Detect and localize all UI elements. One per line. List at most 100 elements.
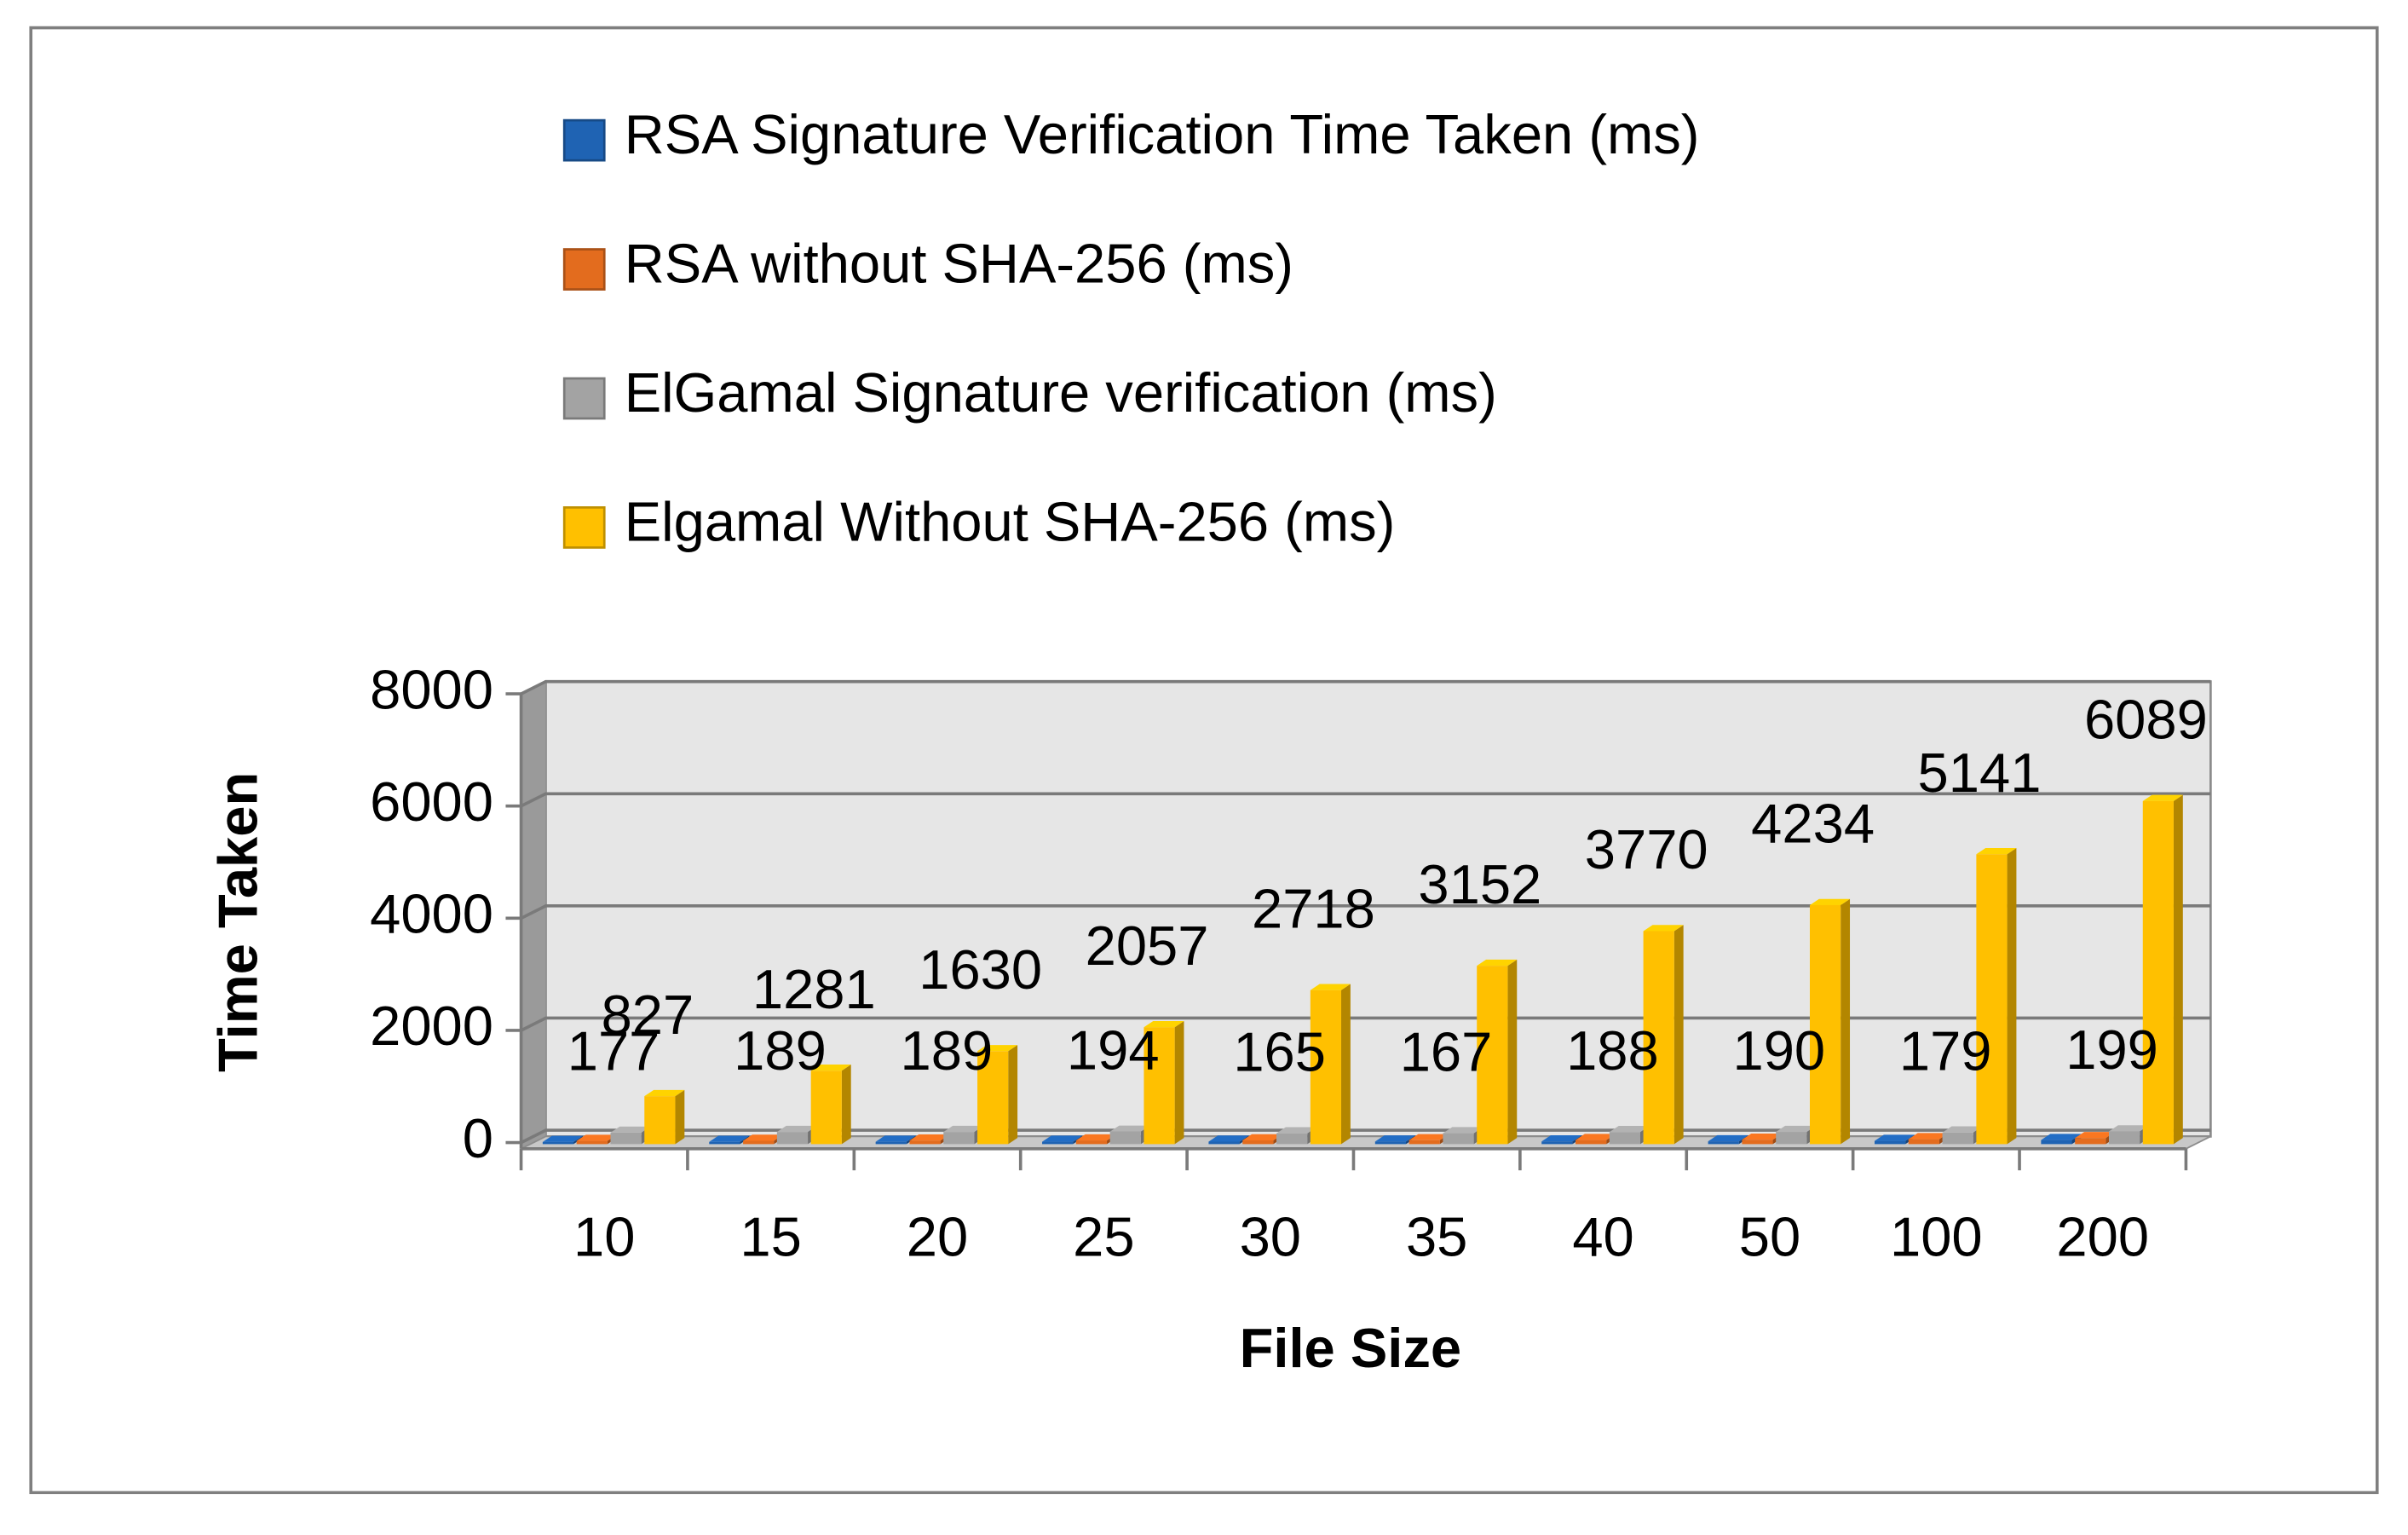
bar-front (1042, 1141, 1074, 1145)
y-tick-label: 4000 (370, 883, 493, 945)
bar-front (1075, 1140, 1108, 1145)
bar (1643, 925, 1684, 1145)
bar-side (1008, 1045, 1018, 1145)
value-label: 6089 (2084, 689, 2208, 751)
bar-top (709, 1135, 750, 1142)
bar-top (1643, 925, 1684, 932)
bar (2142, 794, 2183, 1145)
value-label: 189 (901, 1019, 994, 1082)
bar-front (1976, 854, 2008, 1145)
bar-front (1609, 1132, 1640, 1145)
value-label: 2057 (1086, 915, 1209, 977)
grid-line (520, 904, 2211, 920)
value-label: 188 (1566, 1019, 1659, 1082)
bar-top (1242, 1134, 1283, 1140)
bar (1809, 898, 1851, 1145)
bar-top (2142, 794, 2183, 801)
bar-top (1942, 1126, 1983, 1133)
bar-front (1310, 990, 1342, 1145)
bar-front (576, 1140, 608, 1145)
bar-front (1942, 1132, 1973, 1145)
value-label: 827 (602, 984, 694, 1046)
x-tick-label: 35 (1406, 1206, 1467, 1268)
y-tick-label: 8000 (370, 658, 493, 720)
bar-side (2007, 848, 2017, 1145)
x-tick-label: 20 (907, 1206, 968, 1268)
bar-top (977, 1045, 1018, 1052)
plot-area: 0 2000 4000 6000 8000 10 15 20 25 30 35 40 50 100 200 1… (370, 658, 2212, 1268)
bar-top (1477, 959, 1518, 967)
bar-front (1541, 1141, 1573, 1145)
bar-top (875, 1135, 916, 1142)
bar-top (1541, 1135, 1582, 1142)
bar-side (1674, 925, 1684, 1145)
legend-swatch (562, 248, 606, 291)
value-label: 179 (1899, 1020, 1992, 1082)
legend-text: Elgamal Without SHA-256 (ms) (625, 490, 1396, 552)
bar-top (1310, 984, 1351, 990)
bar-top (610, 1126, 651, 1133)
bar (810, 1065, 851, 1145)
bar (610, 1126, 651, 1145)
bar-top (2108, 1125, 2150, 1132)
bar-front (743, 1140, 775, 1145)
bar-top (1776, 1125, 1817, 1133)
value-label: 177 (567, 1020, 660, 1082)
grid-line (520, 679, 2211, 695)
bar-front (610, 1132, 642, 1145)
x-tick-label: 50 (1739, 1206, 1800, 1268)
bar-top (943, 1125, 984, 1133)
value-label: 165 (1233, 1020, 1326, 1082)
value-label: 167 (1400, 1020, 1493, 1082)
y-tick-label: 0 (463, 1107, 493, 1169)
bar-top (776, 1125, 817, 1133)
x-tick-label: 100 (1890, 1206, 1983, 1268)
value-label: 5141 (1918, 742, 2042, 804)
y-axis-title: Time Taken (206, 772, 268, 1072)
bar-top (1276, 1127, 1317, 1134)
legend-swatch (562, 118, 606, 162)
bar-front (2142, 800, 2174, 1145)
bar-front (1776, 1132, 1807, 1145)
bar (977, 1045, 1018, 1145)
bar-front (875, 1141, 907, 1145)
bar (1609, 1125, 1650, 1145)
bar-top (909, 1134, 950, 1141)
bar-side (2173, 794, 2183, 1145)
bar-front (2075, 1138, 2106, 1145)
bar-front (943, 1132, 975, 1145)
bar-front (909, 1140, 941, 1145)
value-label: 2718 (1252, 877, 1375, 939)
bar-front (977, 1051, 1009, 1145)
bar-front (1276, 1133, 1308, 1145)
bar-front (1643, 931, 1674, 1145)
value-label: 199 (2065, 1019, 2158, 1081)
bar-top (2041, 1134, 2082, 1140)
bar-side (1507, 959, 1518, 1145)
value-label: 1281 (752, 958, 876, 1020)
bar (1310, 984, 1351, 1145)
bar-top (2075, 1132, 2116, 1139)
bar-front (1742, 1140, 1773, 1145)
bar-top (1208, 1135, 1249, 1142)
bar-top (1042, 1135, 1083, 1142)
bar-front (1908, 1139, 1939, 1145)
bar-front (1374, 1141, 1406, 1145)
legend-text: RSA Signature Verification Time Taken (m… (625, 103, 1700, 165)
bar-front (2041, 1140, 2072, 1145)
bar-top (644, 1089, 685, 1097)
bar-side (841, 1065, 851, 1145)
bar (1477, 959, 1518, 1145)
bar-top (1809, 898, 1851, 905)
x-tick-label: 10 (573, 1206, 635, 1268)
bar-top (1908, 1133, 1949, 1140)
value-label: 189 (734, 1019, 827, 1082)
x-tick-label: 15 (740, 1206, 801, 1268)
bar-top (1874, 1134, 1915, 1141)
bar-front (1208, 1141, 1240, 1145)
bar-front (2108, 1131, 2140, 1145)
bar-front (1874, 1140, 1906, 1145)
value-label: 194 (1067, 1019, 1160, 1082)
bar-front (1443, 1133, 1474, 1145)
